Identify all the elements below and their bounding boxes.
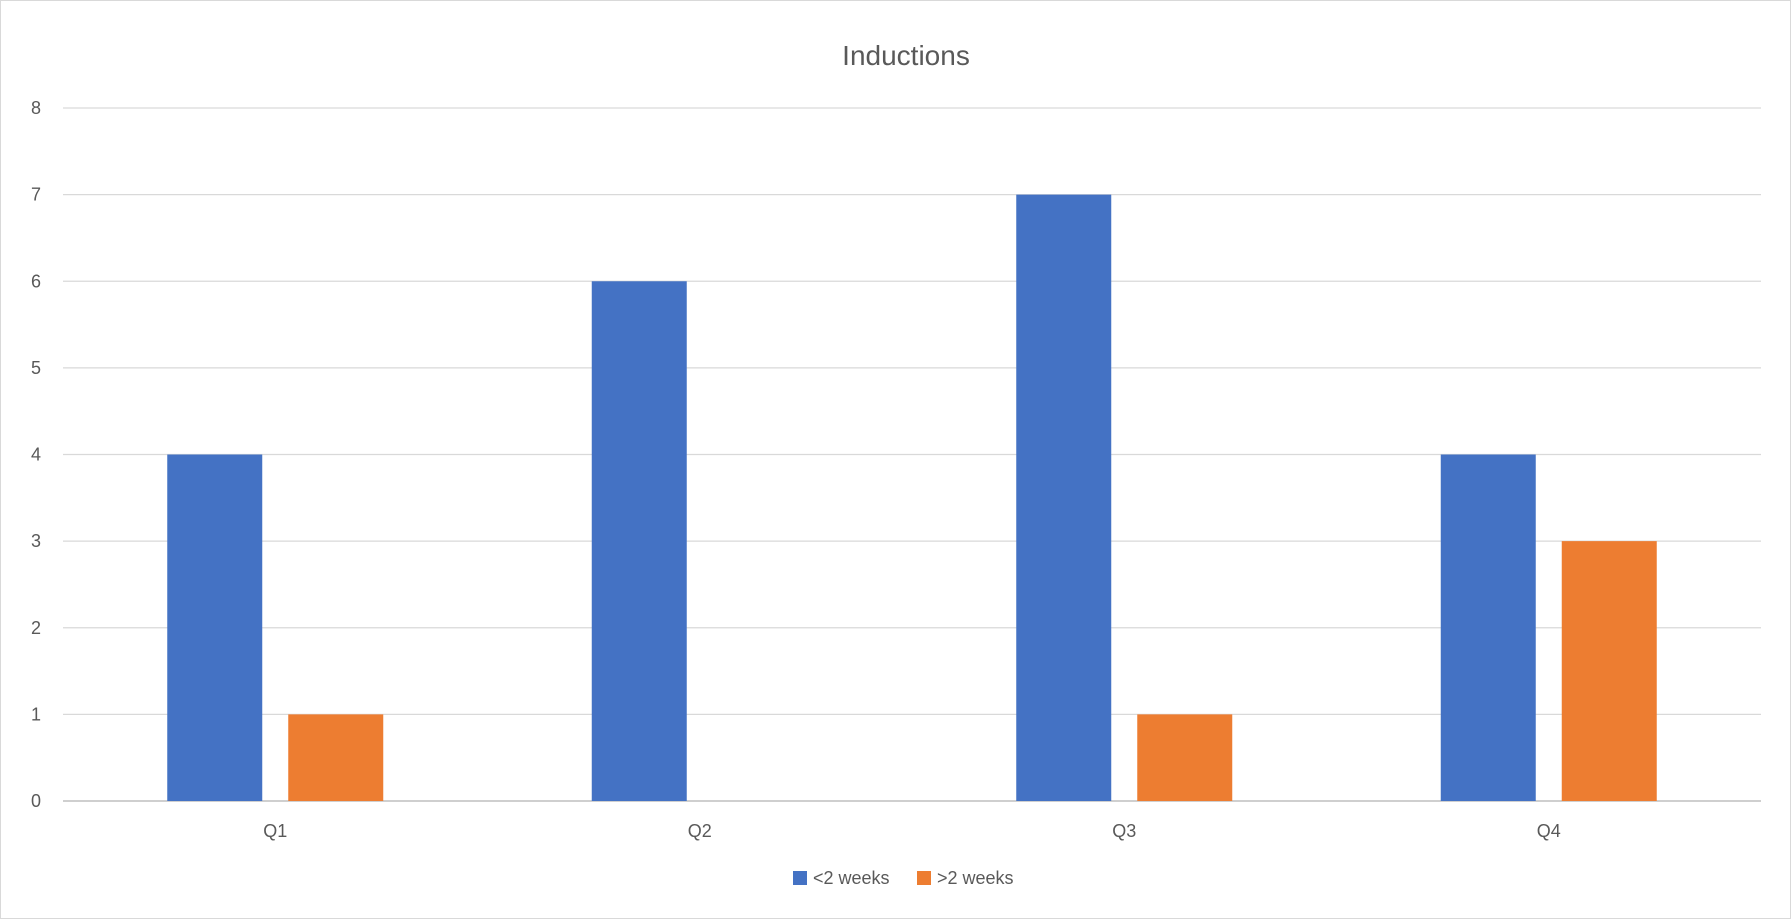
y-tick-label: 3 [31,531,41,551]
legend-label-series-2: >2 weeks [937,868,1014,888]
legend: <2 weeks >2 weeks [793,868,1014,888]
x-tick-label: Q4 [1537,821,1561,841]
bar-q1-series-2 [288,714,384,801]
y-tick-label: 5 [31,358,41,378]
bar-q3-series-2 [1137,714,1233,801]
y-tick-label: 1 [31,704,41,724]
legend-swatch-series-2 [917,871,931,885]
bar-q1-series-1 [167,454,263,801]
y-tick-label: 8 [31,98,41,118]
y-axis-ticks: 0 1 2 3 4 5 6 7 8 [31,98,41,811]
y-tick-label: 7 [31,185,41,205]
bar-q2-series-1 [591,281,687,801]
y-tick-label: 2 [31,618,41,638]
bar-q3-series-1 [1016,194,1112,801]
legend-label-series-1: <2 weeks [813,868,890,888]
y-tick-label: 0 [31,791,41,811]
x-tick-label: Q3 [1112,821,1136,841]
bar-q4-series-2 [1561,541,1657,801]
y-tick-label: 4 [31,445,41,465]
x-tick-label: Q1 [263,821,287,841]
x-tick-label: Q2 [688,821,712,841]
bar-q4-series-1 [1440,454,1536,801]
bars [167,194,1657,801]
y-tick-label: 6 [31,271,41,291]
x-axis-ticks: Q1 Q2 Q3 Q4 [263,821,1561,841]
chart-title: Inductions [842,40,970,71]
legend-swatch-series-1 [793,871,807,885]
